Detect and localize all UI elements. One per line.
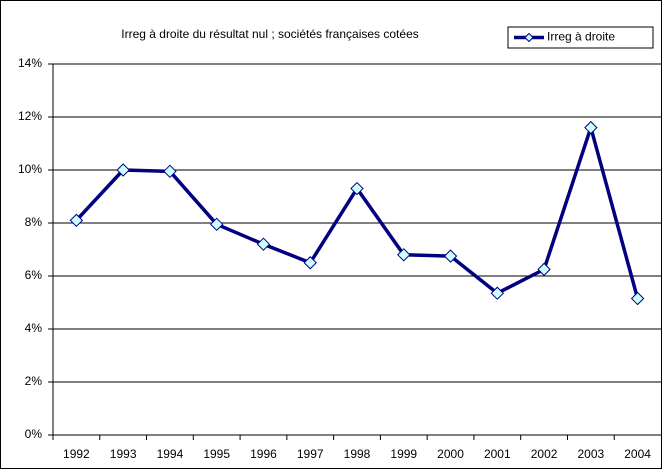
y-tick-label: 12% [18, 109, 42, 123]
legend-box [507, 26, 654, 49]
x-tick-label: 1997 [297, 447, 324, 461]
y-tick-label: 2% [25, 374, 43, 388]
data-marker [397, 248, 411, 262]
data-marker [584, 120, 598, 135]
data-marker [490, 286, 505, 300]
data-marker [69, 213, 84, 228]
x-tick-label: 1999 [390, 447, 417, 461]
x-tick-label: 1992 [63, 447, 90, 461]
y-tick-label: 10% [18, 162, 42, 176]
legend-label: Irreg à droite [547, 30, 615, 44]
data-marker [350, 181, 364, 196]
x-tick-label: 2003 [577, 447, 604, 461]
y-tick-label: 6% [25, 268, 43, 282]
data-marker [303, 256, 317, 270]
x-tick-label: 2001 [484, 447, 511, 461]
x-tick-label: 1994 [157, 447, 184, 461]
x-tick-label: 1996 [250, 447, 277, 461]
x-tick-label: 2002 [531, 447, 558, 461]
x-tick-label: 2000 [437, 447, 464, 461]
data-marker [209, 217, 224, 232]
data-marker [116, 163, 130, 177]
chart-title: Irreg à droite du résultat nul ; société… [121, 27, 419, 41]
data-marker [443, 249, 458, 263]
legend-marker [524, 32, 534, 43]
y-tick-label: 8% [25, 215, 43, 229]
y-tick-label: 4% [25, 321, 43, 335]
y-tick-label: 0% [25, 427, 43, 441]
x-tick-label: 1993 [110, 447, 137, 461]
data-marker [163, 164, 177, 179]
y-tick-label: 14% [18, 56, 42, 70]
x-tick-label: 2004 [624, 447, 651, 461]
data-marker [630, 291, 645, 306]
data-marker [537, 262, 551, 277]
x-tick-label: 1998 [344, 447, 371, 461]
x-tick-label: 1995 [203, 447, 230, 461]
data-marker [256, 237, 271, 251]
